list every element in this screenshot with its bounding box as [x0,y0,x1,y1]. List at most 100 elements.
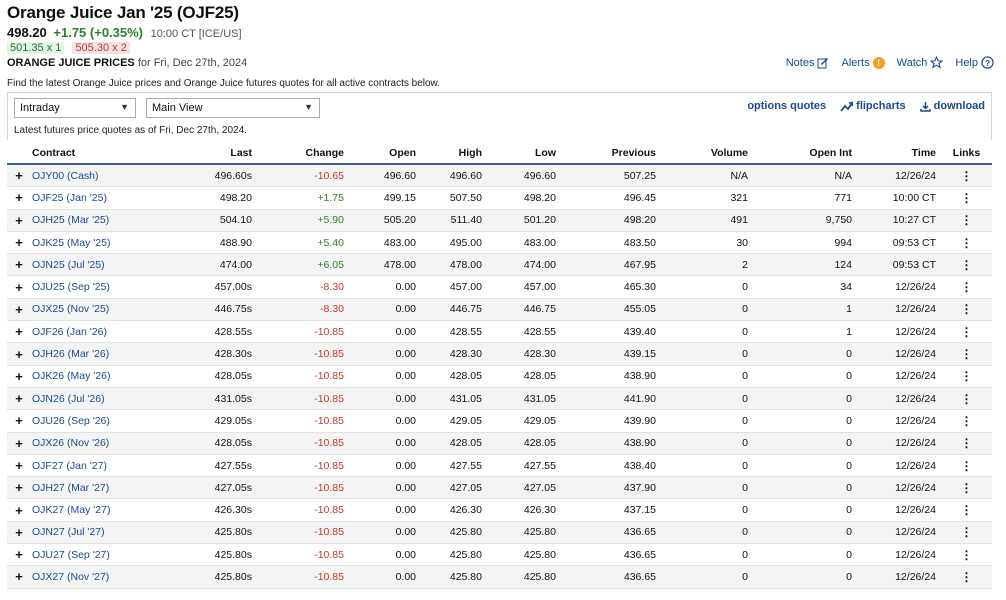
col-open[interactable]: Open [349,142,421,165]
row-menu-icon[interactable]: ⋮ [941,275,992,299]
cell-open: 0.00 [349,498,421,522]
row-menu-icon[interactable]: ⋮ [941,365,992,388]
row-menu-icon[interactable]: ⋮ [941,164,992,188]
expand-plus-icon[interactable]: + [7,164,27,188]
cell-open-int: 0 [753,498,857,522]
watch-label: Watch [896,56,928,69]
expand-plus-icon[interactable]: + [7,432,27,455]
cell-time: 12/26/24 [857,275,941,299]
contract-link[interactable]: OJF26 (Jan '26) [32,325,107,338]
cell-volume: 0 [661,342,753,366]
expand-plus-icon[interactable]: + [7,186,27,210]
row-menu-icon[interactable]: ⋮ [941,186,992,210]
row-menu-icon[interactable]: ⋮ [941,298,992,322]
col-previous[interactable]: Previous [561,142,661,165]
period-select[interactable]: Intraday ▼ [14,98,136,118]
cell-time: 12/26/24 [857,498,941,522]
cell-change: -10.85 [257,365,349,388]
pencil-icon [817,57,829,68]
expand-plus-icon[interactable]: + [7,298,27,322]
toolbar: Notes Alerts ! Watch Help ? [786,56,994,69]
help-button[interactable]: Help ? [955,56,994,69]
cell-high: 431.05 [421,387,487,411]
contract-link[interactable]: OJX25 (Nov '25) [32,303,110,316]
expand-plus-icon[interactable]: + [7,275,27,299]
contract-link[interactable]: OJK27 (May '27) [32,504,111,517]
expand-plus-icon[interactable]: + [7,342,27,366]
contract-link[interactable]: OJF27 (Jan '27) [32,459,107,472]
cell-volume: 30 [661,231,753,255]
cell-high: 507.50 [421,186,487,210]
row-menu-icon[interactable]: ⋮ [941,476,992,500]
row-menu-icon[interactable]: ⋮ [941,342,992,366]
col-change[interactable]: Change [257,142,349,165]
row-menu-icon[interactable]: ⋮ [941,209,992,232]
row-menu-icon[interactable]: ⋮ [941,454,992,478]
cell-volume: 0 [661,498,753,522]
col-high[interactable]: High [421,142,487,165]
row-menu-icon[interactable]: ⋮ [941,498,992,522]
cell-low: 429.05 [487,409,561,433]
expand-plus-icon[interactable]: + [7,387,27,411]
contract-link[interactable]: OJX26 (Nov '26) [32,437,110,450]
contract-link[interactable]: OJU25 (Sep '25) [32,281,110,294]
alerts-button[interactable]: Alerts ! [841,56,885,69]
bid-ask: 501.35 x 1 505.30 x 2 [7,42,130,54]
row-menu-icon[interactable]: ⋮ [941,320,992,344]
flipcharts-link[interactable]: flipcharts [840,100,906,112]
col-open-int[interactable]: Open Int [753,142,857,165]
expand-plus-icon[interactable]: + [7,454,27,478]
cell-high: 425.80 [421,543,487,567]
cell-volume: 0 [661,521,753,545]
row-menu-icon[interactable]: ⋮ [941,231,992,255]
expand-plus-icon[interactable]: + [7,320,27,344]
expand-plus-icon[interactable]: + [7,498,27,522]
expand-plus-icon[interactable]: + [7,409,27,433]
cell-low: 431.05 [487,387,561,411]
expand-plus-icon[interactable]: + [7,365,27,388]
cell-open-int: 0 [753,543,857,567]
row-menu-icon[interactable]: ⋮ [941,565,992,589]
col-volume[interactable]: Volume [661,142,753,165]
row-menu-icon[interactable]: ⋮ [941,387,992,411]
contract-link[interactable]: OJK25 (May '25) [32,236,111,249]
contract-link[interactable]: OJN26 (Jul '26) [32,392,105,405]
expand-plus-icon[interactable]: + [7,231,27,255]
expand-plus-icon[interactable]: + [7,521,27,545]
expand-plus-icon[interactable]: + [7,565,27,589]
cell-time: 12/26/24 [857,409,941,433]
view-select[interactable]: Main View ▼ [146,98,320,118]
contract-link[interactable]: OJU26 (Sep '26) [32,414,110,427]
expand-plus-icon[interactable]: + [7,253,27,277]
contract-link[interactable]: OJH27 (Mar '27) [32,481,110,494]
expand-plus-icon[interactable]: + [7,209,27,232]
table-row: + OJY00 (Cash) 496.60s -10.65 496.60 496.60 49… [7,164,992,188]
notes-button[interactable]: Notes [786,57,830,69]
expand-plus-icon[interactable]: + [7,476,27,500]
row-menu-icon[interactable]: ⋮ [941,521,992,545]
contract-link[interactable]: OJK26 (May '26) [32,370,111,383]
row-menu-icon[interactable]: ⋮ [941,543,992,567]
expand-plus-icon[interactable]: + [7,543,27,567]
cell-low: 428.55 [487,320,561,344]
contract-link[interactable]: OJY00 (Cash) [32,169,99,182]
contract-link[interactable]: OJF25 (Jan '25) [32,191,107,204]
cell-last: 474.00 [177,253,257,277]
watch-button[interactable]: Watch [897,56,944,69]
table-row: + OJK25 (May '25) 488.90 +5.40 483.00 495.00 4… [7,231,992,255]
col-contract[interactable]: Contract [27,142,177,165]
col-last[interactable]: Last [177,142,257,165]
contract-link[interactable]: OJN27 (Jul '27) [32,526,105,539]
contract-link[interactable]: OJX27 (Nov '27) [32,570,110,583]
contract-link[interactable]: OJH25 (Mar '25) [32,214,110,227]
col-low[interactable]: Low [487,142,561,165]
contract-link[interactable]: OJU27 (Sep '27) [32,548,110,561]
options-quotes-link[interactable]: options quotes [747,100,827,112]
row-menu-icon[interactable]: ⋮ [941,409,992,433]
row-menu-icon[interactable]: ⋮ [941,253,992,277]
download-link[interactable]: download [919,100,985,112]
row-menu-icon[interactable]: ⋮ [941,432,992,455]
contract-link[interactable]: OJN25 (Jul '25) [32,258,105,271]
col-time[interactable]: Time [857,142,941,165]
contract-link[interactable]: OJH26 (Mar '26) [32,348,110,361]
